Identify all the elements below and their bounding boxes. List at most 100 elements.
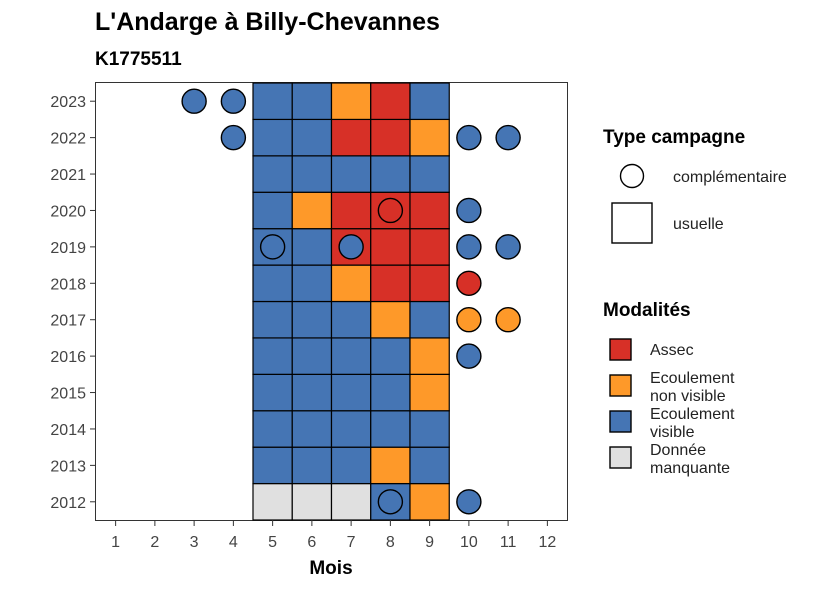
- x-axis-title: Mois: [309, 558, 352, 579]
- point-2019-5: [259, 234, 286, 260]
- y-tick-label: 2016: [50, 349, 86, 366]
- cell-2015-8: [370, 373, 411, 412]
- cell-2021-9: [409, 155, 450, 193]
- cell-2018-9: [409, 264, 450, 303]
- x-tick-label: 12: [538, 534, 556, 551]
- legend-label-donnee-manquante: manquante: [650, 460, 730, 477]
- cell-2015-9: [409, 373, 450, 412]
- cell-2018-8: [370, 264, 411, 303]
- y-tick-label: 2023: [50, 94, 86, 111]
- cell-2019-6: [291, 228, 333, 266]
- point-2016-10: [456, 343, 482, 369]
- cell-2014-8: [370, 410, 411, 448]
- cell-2023-8: [370, 82, 411, 121]
- legend-campaign-title: Type campagne: [603, 127, 745, 148]
- point-2023-4: [220, 88, 247, 114]
- cell-2019-8: [370, 228, 411, 266]
- legend-key-ecoulement-visible: [609, 410, 632, 433]
- cell-2023-9: [409, 82, 450, 121]
- cell-2013-7: [330, 446, 372, 485]
- cell-2022-9: [409, 118, 450, 157]
- cell-2016-5: [252, 337, 293, 375]
- x-tick-label: 10: [460, 534, 478, 551]
- legend-key-complementaire: [619, 163, 645, 189]
- x-tick-label: 11: [500, 534, 517, 551]
- x-tick-label: 3: [190, 534, 199, 551]
- cell-2023-5: [252, 82, 293, 121]
- cell-2015-5: [252, 373, 293, 412]
- point-2019-7: [338, 234, 364, 260]
- y-tick-label: 2019: [50, 240, 86, 257]
- legend-key-usuelle: [611, 202, 653, 244]
- cell-2012-9: [409, 482, 450, 521]
- x-tick-label: 9: [425, 534, 434, 551]
- point-2017-11: [495, 306, 521, 333]
- x-tick-label: 5: [268, 534, 277, 551]
- x-tick-label: 6: [307, 534, 316, 551]
- cell-2021-6: [291, 155, 333, 193]
- x-tick-label: 4: [229, 534, 238, 551]
- cell-2018-5: [252, 264, 293, 303]
- cell-2021-5: [252, 155, 293, 193]
- point-2022-4: [220, 124, 247, 151]
- point-2018-10: [456, 270, 482, 297]
- y-tick-label: 2020: [50, 203, 86, 220]
- cell-2014-5: [252, 410, 293, 448]
- x-tick-label: 8: [386, 534, 395, 551]
- y-tick-label: 2014: [50, 422, 86, 439]
- point-2012-8: [377, 489, 404, 515]
- cell-2018-7: [330, 264, 372, 303]
- legend-key-ecoulement-non-visible: [609, 374, 632, 397]
- point-2022-10: [456, 124, 482, 151]
- cell-2014-6: [291, 410, 333, 448]
- point-2023-3: [181, 88, 207, 114]
- cell-2014-9: [409, 410, 450, 448]
- cell-2015-7: [330, 373, 372, 412]
- x-tick-label: 7: [347, 534, 356, 551]
- cell-2021-8: [370, 155, 411, 193]
- legend-label-ecoulement-non-visible: Ecoulement: [650, 370, 735, 387]
- y-tick-label: 2017: [50, 313, 86, 330]
- point-2012-10: [456, 489, 482, 515]
- legend-modality-title: Modalités: [603, 300, 691, 321]
- chart-title: L'Andarge à Billy-Chevannes: [95, 8, 440, 36]
- y-tick-label: 2018: [50, 276, 86, 293]
- cell-2020-5: [252, 191, 293, 230]
- legend-label-ecoulement-visible: Ecoulement: [650, 406, 735, 423]
- cell-2013-6: [291, 446, 333, 485]
- x-tick-label: 2: [150, 534, 159, 551]
- legend-label-ecoulement-non-visible: non visible: [650, 388, 726, 405]
- cell-2015-6: [291, 373, 333, 412]
- cell-2016-7: [330, 337, 372, 375]
- point-2020-8: [377, 197, 404, 224]
- legend-label-complementaire: complémentaire: [673, 169, 787, 186]
- cell-2016-6: [291, 337, 333, 375]
- legend-key-donnee-manquante: [609, 446, 632, 469]
- x-tick-label: 1: [111, 534, 120, 551]
- cell-2013-9: [409, 446, 450, 485]
- cell-2018-6: [291, 264, 333, 303]
- cell-2017-9: [409, 300, 450, 339]
- cell-2012-6: [291, 482, 333, 521]
- cell-2017-8: [370, 300, 411, 339]
- cell-2019-9: [409, 228, 450, 266]
- cell-2016-9: [409, 337, 450, 375]
- cell-2017-5: [252, 300, 293, 339]
- y-tick-label: 2013: [50, 458, 86, 475]
- point-2020-10: [456, 197, 482, 224]
- cell-2020-6: [291, 191, 333, 230]
- chart-subtitle: K1775511: [95, 49, 182, 70]
- cell-2022-8: [370, 118, 411, 157]
- cell-2013-8: [370, 446, 411, 485]
- cell-2017-6: [291, 300, 333, 339]
- point-2019-11: [495, 234, 521, 260]
- point-2022-11: [495, 124, 521, 151]
- legend-label-ecoulement-visible: visible: [650, 424, 695, 441]
- cell-2012-7: [330, 482, 372, 521]
- legend-label-donnee-manquante: Donnée: [650, 442, 706, 459]
- legend-key-assec: [609, 338, 632, 361]
- cell-2022-5: [252, 118, 293, 157]
- cell-2020-7: [330, 191, 372, 230]
- cell-2014-7: [330, 410, 372, 448]
